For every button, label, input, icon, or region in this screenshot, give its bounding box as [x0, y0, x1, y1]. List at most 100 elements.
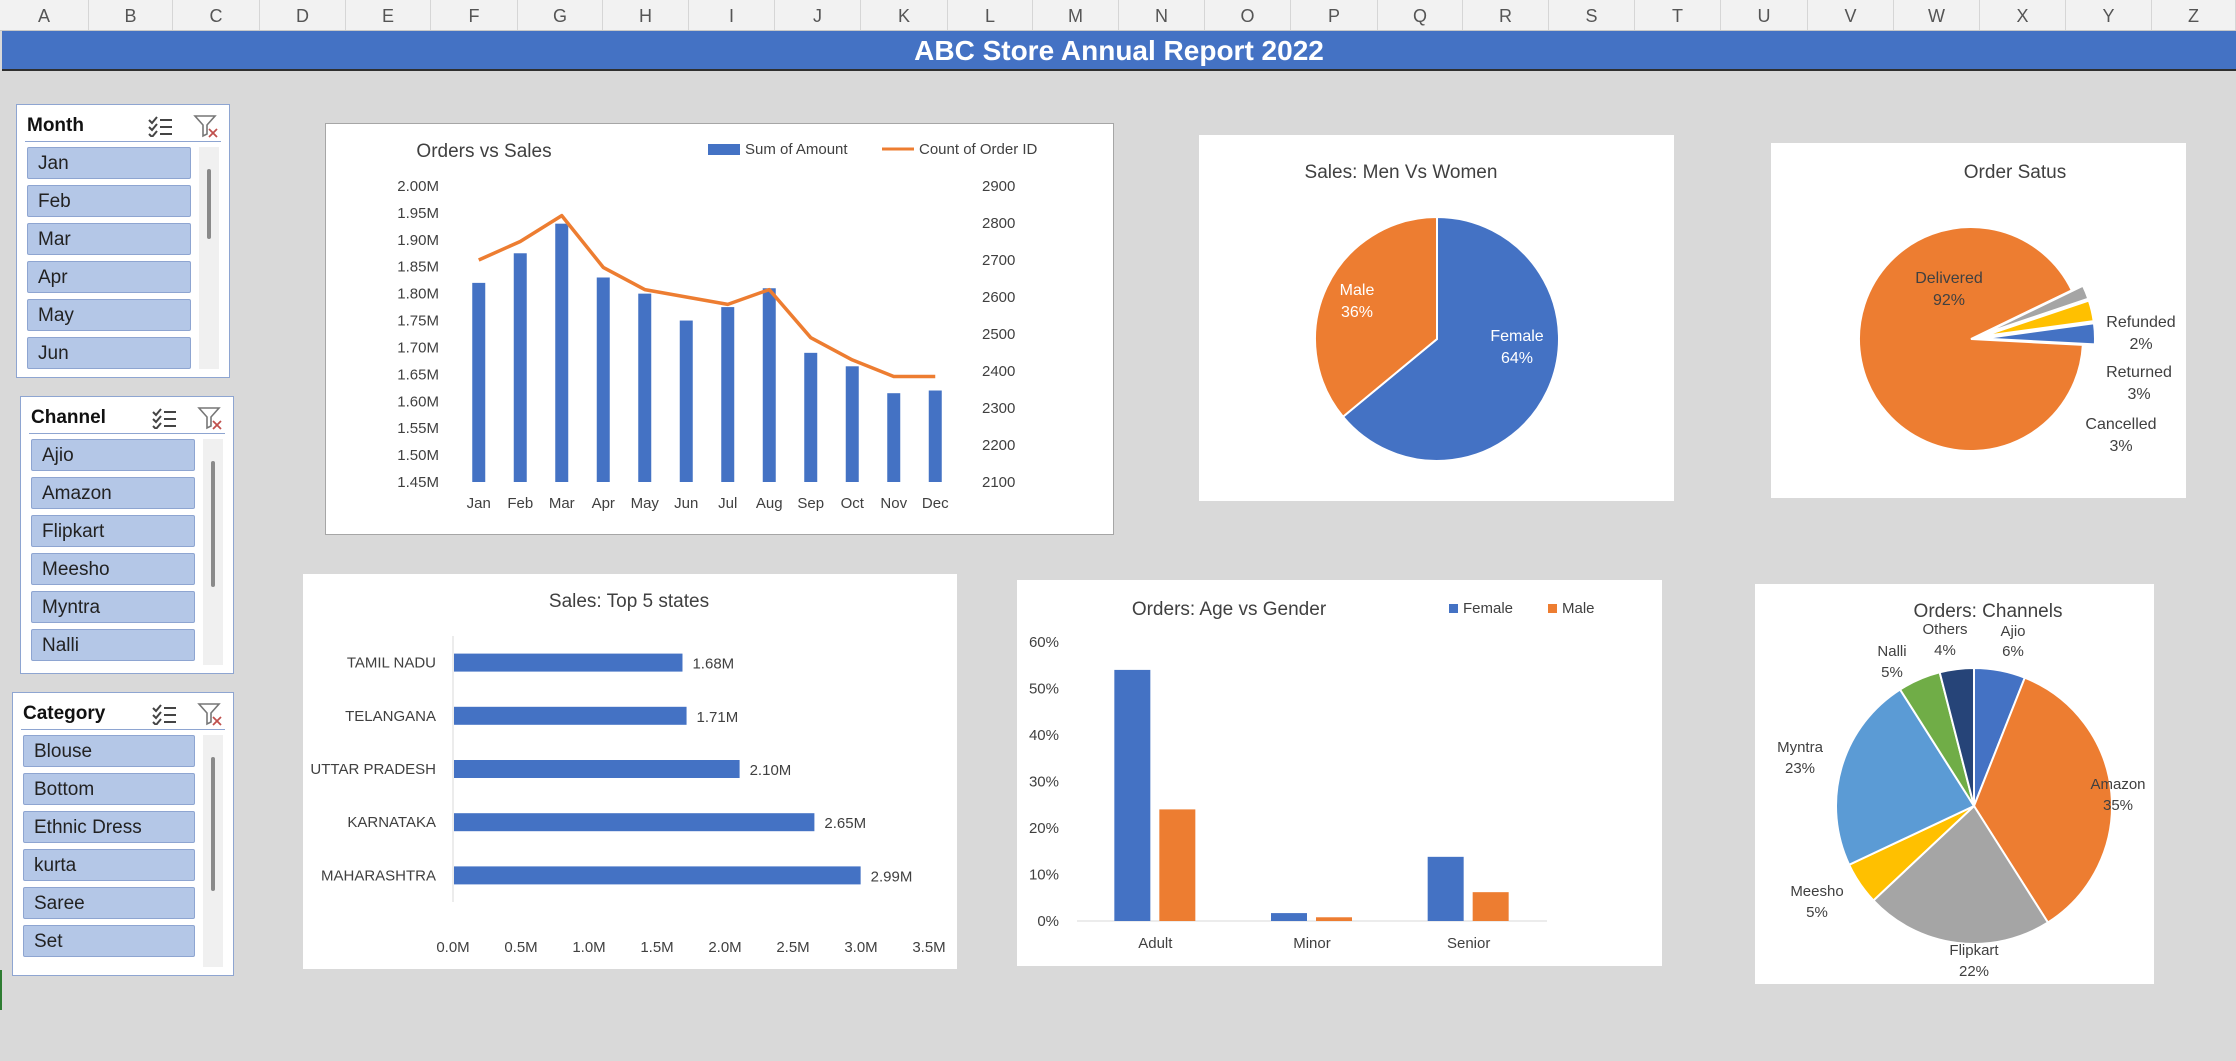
slicer-item[interactable]: Saree — [23, 887, 195, 919]
multi-select-icon[interactable] — [151, 407, 177, 431]
slicer-item[interactable]: Myntra — [31, 591, 195, 623]
column-header-i[interactable]: I — [689, 0, 775, 30]
pie-slice-refunded — [1981, 284, 2090, 336]
chart-title: Orders: Age vs Gender — [1132, 599, 1327, 620]
pie-slice-delivered — [1858, 226, 2084, 452]
column-header-d[interactable]: D — [260, 0, 346, 30]
slice-label-amazon: Amazon — [2090, 776, 2145, 793]
bar-sum-of-amount-feb — [513, 253, 527, 482]
x-tick-label: Aug — [756, 495, 783, 512]
data-label: 2.99M — [871, 868, 913, 885]
slicer-item[interactable]: Bottom — [23, 773, 195, 805]
column-header-b[interactable]: B — [89, 0, 173, 30]
x-tick-label: Jan — [467, 495, 491, 512]
clear-filter-icon[interactable] — [197, 406, 223, 430]
x-tick-label: Minor — [1293, 935, 1331, 952]
y-right-tick-label: 2200 — [982, 437, 1015, 454]
column-header-o[interactable]: O — [1205, 0, 1291, 30]
slicer-category[interactable]: Category Blouse Bottom Ethnic Dress kurta Sar… — [12, 692, 234, 976]
slice-pct-flipkart: 22% — [1959, 963, 1989, 980]
column-header-x[interactable]: X — [1980, 0, 2066, 30]
report-title: ABC Store Annual Report 2022 — [2, 31, 2236, 71]
column-header-t[interactable]: T — [1635, 0, 1721, 30]
column-header-q[interactable]: Q — [1378, 0, 1463, 30]
multi-select-icon[interactable] — [151, 703, 177, 727]
bar-sum-of-amount-nov — [887, 393, 901, 482]
bar-sum-of-amount-oct — [845, 366, 859, 482]
column-header-c[interactable]: C — [173, 0, 260, 30]
column-header-s[interactable]: S — [1549, 0, 1635, 30]
slicer-item[interactable]: Set — [23, 925, 195, 957]
slicer-item[interactable]: Flipkart — [31, 515, 195, 547]
slicer-item[interactable]: May — [27, 299, 191, 331]
slice-label-ajio: Ajio — [2000, 623, 2025, 640]
data-label: 2.10M — [750, 762, 792, 779]
scrollbar-thumb[interactable] — [211, 461, 215, 587]
slicer-item[interactable]: kurta — [23, 849, 195, 881]
men-vs-women-chart: Sales: Men Vs Women Female 64% Male 36% — [1305, 162, 1560, 462]
column-header-g[interactable]: G — [518, 0, 603, 30]
column-header-n[interactable]: N — [1119, 0, 1205, 30]
slicer-item[interactable]: Feb — [27, 185, 191, 217]
column-header-e[interactable]: E — [346, 0, 431, 30]
scrollbar-thumb[interactable] — [211, 757, 215, 891]
slicer-channel[interactable]: Channel Ajio Amazon Flipkart Meesho Myntra Nal… — [20, 396, 234, 674]
order-status-chart: Order Satus Delivered 92% Refunded 2% Returne… — [1858, 162, 2176, 455]
x-tick-label: Jul — [718, 495, 737, 512]
slicer-item[interactable]: Mar — [27, 223, 191, 255]
column-header-p[interactable]: P — [1291, 0, 1378, 30]
column-header-l[interactable]: L — [948, 0, 1033, 30]
y-tick-label: 30% — [1029, 774, 1059, 791]
slicer-scrollbar[interactable] — [199, 147, 219, 369]
slicer-scrollbar[interactable] — [203, 439, 223, 665]
column-header-u[interactable]: U — [1721, 0, 1808, 30]
slicer-item[interactable]: Blouse — [23, 735, 195, 767]
slicer-item[interactable]: Meesho — [31, 553, 195, 585]
y-left-tick-label: 1.85M — [397, 259, 439, 276]
clear-filter-icon[interactable] — [193, 114, 219, 138]
column-header-j[interactable]: J — [775, 0, 861, 30]
y-tick-label: 50% — [1029, 681, 1059, 698]
slicer-month[interactable]: Month Jan Feb Mar Apr May Jun — [16, 104, 230, 378]
slicer-item[interactable]: Ethnic Dress — [23, 811, 195, 843]
scrollbar-thumb[interactable] — [207, 169, 211, 239]
x-tick-label: Jun — [674, 495, 698, 512]
slice-label-returned: Returned — [2106, 364, 2172, 381]
slice-label-delivered: Delivered — [1915, 270, 1983, 287]
slicer-scrollbar[interactable] — [203, 735, 223, 967]
column-header-y[interactable]: Y — [2066, 0, 2152, 30]
slice-pct-nalli: 5% — [1881, 664, 1903, 681]
column-header-k[interactable]: K — [861, 0, 948, 30]
slicer-item[interactable]: Nalli — [31, 629, 195, 661]
bar-sum-of-amount-jun — [679, 320, 693, 482]
x-tick-label: Feb — [507, 495, 533, 512]
column-header-h[interactable]: H — [603, 0, 689, 30]
column-header-r[interactable]: R — [1463, 0, 1549, 30]
column-header-a[interactable]: A — [0, 0, 89, 30]
column-header-v[interactable]: V — [1808, 0, 1894, 30]
column-header-w[interactable]: W — [1894, 0, 1980, 30]
slicer-item[interactable]: Jun — [27, 337, 191, 369]
y-tick-label: 0% — [1037, 913, 1059, 930]
slice-pct-myntra: 23% — [1785, 760, 1815, 777]
legend-male: Male — [1562, 600, 1595, 617]
y-tick-label: 40% — [1029, 727, 1059, 744]
column-header-f[interactable]: F — [431, 0, 518, 30]
chart-title: Order Satus — [1964, 162, 2066, 183]
slicer-item[interactable]: Jan — [27, 147, 191, 179]
bar-uttar-pradesh — [454, 760, 740, 778]
x-tick-label: Dec — [922, 495, 949, 512]
age-vs-gender-card: Orders: Age vs Gender Female Male 60% 50% 40%… — [1017, 580, 1662, 966]
legend-female: Female — [1463, 600, 1513, 617]
slicer-item[interactable]: Amazon — [31, 477, 195, 509]
slicer-item[interactable]: Ajio — [31, 439, 195, 471]
clear-filter-icon[interactable] — [197, 702, 223, 726]
y-right-tick-label: 2700 — [982, 252, 1015, 269]
slicer-item[interactable]: Apr — [27, 261, 191, 293]
column-header-m[interactable]: M — [1033, 0, 1119, 30]
top-states-chart: Sales: Top 5 states TAMIL NADU 1.68M TELANG… — [310, 591, 945, 956]
bar-telangana — [454, 706, 687, 725]
column-header-z[interactable]: Z — [2152, 0, 2236, 30]
multi-select-icon[interactable] — [147, 115, 173, 139]
